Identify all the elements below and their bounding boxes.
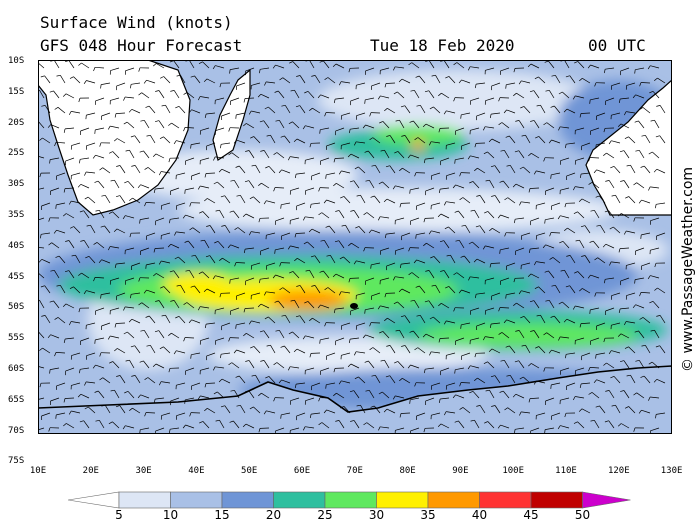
forecast-date: Tue 18 Feb 2020 (370, 36, 515, 55)
latitude-label: 55S (8, 333, 25, 344)
australia-landmass (585, 79, 672, 216)
colorbar-segment (376, 491, 429, 509)
forecast-label: GFS 048 Hour Forecast (40, 36, 243, 55)
latitude-label: 75S (8, 456, 25, 467)
latitude-label: 35S (8, 210, 25, 220)
latitude-label: 15S (8, 86, 25, 97)
latitude-label: 20S (8, 117, 25, 128)
africa-landmass (38, 60, 191, 216)
colorbar-label: 25 (317, 508, 333, 522)
kerguelen-island (350, 303, 358, 309)
forecast-time: 00 UTC (588, 36, 646, 55)
longitude-label: 120E (607, 466, 630, 476)
latitude-label: 40S (8, 240, 25, 251)
longitude-label: 130E (660, 466, 683, 476)
colorbar-segment (118, 491, 171, 509)
longitude-label: 90E (452, 466, 469, 476)
colorbar-label: 15 (214, 508, 230, 522)
latitude-label: 30S (8, 179, 25, 190)
longitude-label: 40E (188, 466, 205, 476)
colorbar-label: 20 (265, 508, 282, 522)
latitude-label: 10S (8, 56, 25, 66)
colorbar-label: 50 (574, 508, 591, 522)
colorbar-segment (273, 491, 326, 509)
colorbar-label: 10 (162, 508, 179, 522)
colorbar-segment (479, 491, 532, 509)
longitude-label: 10E (29, 466, 47, 476)
wind-map (38, 60, 672, 434)
longitude-label: 50E (241, 466, 258, 476)
colorbar-label: 35 (420, 508, 436, 522)
longitude-label: 110E (555, 466, 577, 476)
longitude-label: 60E (293, 466, 311, 476)
latitude-label: 50S (8, 302, 25, 313)
latitude-label: 45S (8, 271, 25, 282)
longitude-label: 70E (346, 466, 363, 476)
longitude-label: 30E (135, 466, 152, 476)
colorbar-segment (582, 491, 631, 509)
latitude-label: 60S (8, 364, 25, 374)
colorbar-segment (170, 491, 223, 509)
latitude-label: 70S (8, 425, 25, 436)
colorbar-label: 30 (368, 508, 385, 522)
madagascar-landmass (212, 68, 251, 161)
colorbar-segment (427, 491, 480, 509)
longitude-label: 20E (82, 466, 99, 476)
colorbar-label: 40 (471, 508, 488, 522)
latitude-label: 25S (8, 148, 25, 159)
colorbar-segment (68, 491, 120, 509)
map-title: Surface Wind (knots) (40, 13, 233, 32)
colorbar-segment (221, 491, 274, 509)
credit-text: © www.PassageWeather.com (680, 166, 696, 372)
colorbar-label: 45 (523, 508, 539, 522)
colorbar-segment (530, 491, 583, 509)
wind-barbs (38, 60, 666, 434)
wind-speed-colorbar (68, 491, 631, 509)
latitude-label: 65S (8, 394, 25, 405)
longitude-label: 80E (399, 466, 416, 476)
longitude-label: 100E (502, 466, 525, 476)
colorbar-segment (324, 491, 377, 509)
colorbar-label: 5 (115, 508, 123, 522)
